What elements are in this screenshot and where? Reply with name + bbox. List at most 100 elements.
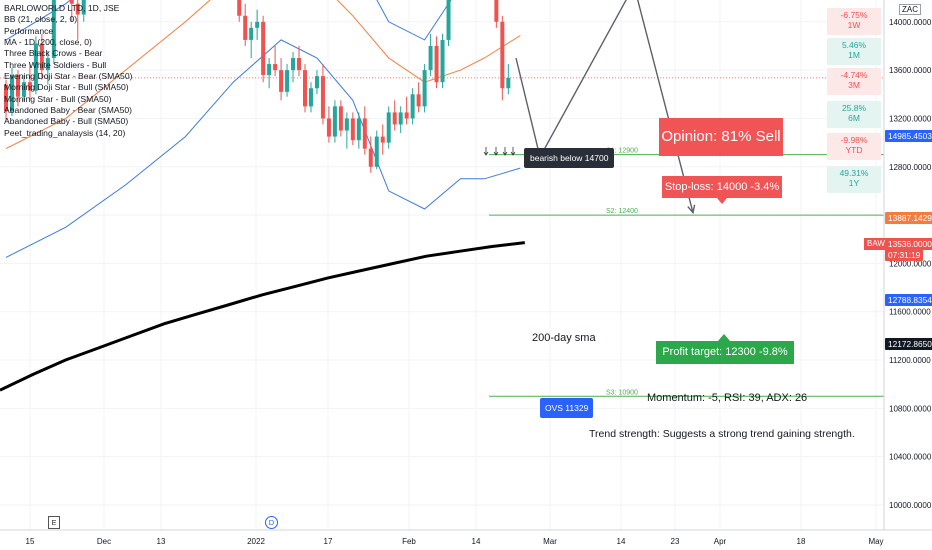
event-earnings-icon[interactable]: E xyxy=(48,516,60,529)
candle-body xyxy=(350,118,355,141)
legend-three-white-soldiers[interactable]: Three White Soldiers - Bull xyxy=(4,59,107,70)
candle xyxy=(249,21,254,59)
perf-period: 3M xyxy=(848,80,860,90)
candle xyxy=(39,33,44,80)
legend-evening-doji[interactable]: Evening Doji Star - Bear (SMA50) xyxy=(4,71,133,82)
stop-loss-pointer-icon xyxy=(717,198,727,204)
candle xyxy=(314,70,319,95)
candle xyxy=(368,136,373,173)
candle-body xyxy=(410,94,415,119)
countdown-tag: 07:31:19 xyxy=(885,249,924,261)
legend-three-black-crows[interactable]: Three Black Crows - Bear xyxy=(4,48,103,59)
sma-200-tag: 12172.8650 xyxy=(885,338,932,350)
perf-period: 6M xyxy=(848,113,860,123)
sma-200-line xyxy=(0,241,525,392)
candle xyxy=(404,96,409,125)
perf-value: -6.75% xyxy=(840,10,868,20)
upper-band-tag: 14985.4503 xyxy=(885,130,932,142)
perf-period: YTD xyxy=(845,145,863,155)
candle-body xyxy=(434,45,439,83)
candle-body xyxy=(338,106,343,131)
currency-label[interactable]: ZAC xyxy=(899,4,921,15)
perf-value: -4.74% xyxy=(840,70,868,80)
candle-body xyxy=(428,45,433,71)
candle-body xyxy=(368,148,373,167)
legend-bb[interactable]: BB (21, close, 2, 0) xyxy=(4,14,78,25)
candle xyxy=(386,106,391,149)
candle xyxy=(410,88,415,125)
time-tick-label: 14 xyxy=(472,537,481,546)
indicator-legend: BARLOWORLD LTD, 1D, JSE BB (21, close, 2… xyxy=(4,3,132,139)
price-tick-label: 10000.0000 xyxy=(889,501,932,510)
legend-ma[interactable]: MA - 1D (200, close, 0) xyxy=(4,37,92,48)
bearish-label: bearish below 14700 xyxy=(524,148,615,168)
candle xyxy=(291,52,296,83)
time-tick-label: Dec xyxy=(97,537,111,546)
level-label-s1: S1: 12900 xyxy=(606,148,638,155)
lower-band-tag: 12788.8354 xyxy=(885,294,932,306)
legend-performance[interactable]: Performance xyxy=(4,25,54,36)
sma-200-path xyxy=(0,241,525,392)
candle-body xyxy=(446,0,451,40)
candle-body xyxy=(81,0,86,15)
candle-body xyxy=(344,118,349,131)
candle xyxy=(33,36,38,95)
candle-body xyxy=(500,21,505,89)
ovs-badge: OVS 11329 xyxy=(540,398,594,418)
candlesticks xyxy=(4,0,516,173)
candle-body xyxy=(320,76,325,119)
opinion-box: Opinion: 81% Sell xyxy=(659,118,783,156)
legend-symbol[interactable]: BARLOWORLD LTD, 1D, JSE xyxy=(4,3,120,13)
candle xyxy=(45,50,50,85)
time-tick-label: 13 xyxy=(157,537,166,546)
perf-cell-1m: 5.46% 1M xyxy=(827,38,881,65)
time-tick-label: 14 xyxy=(617,537,626,546)
candle-body xyxy=(75,3,80,15)
pattern-arrow-icon xyxy=(502,147,508,156)
candle xyxy=(446,0,451,46)
candle-body xyxy=(356,118,361,141)
candle-body xyxy=(279,70,284,92)
candle xyxy=(81,0,86,22)
event-dividend-icon[interactable]: D xyxy=(265,516,278,529)
time-tick-label: 17 xyxy=(324,537,333,546)
legend-morning-doji[interactable]: Morning Doji Star - Bull (SMA50) xyxy=(4,82,129,93)
candle xyxy=(237,0,242,22)
legend-morning-star[interactable]: Morning Star - Bull (SMA50) xyxy=(4,93,112,104)
candle-body xyxy=(380,136,385,143)
candle-body xyxy=(297,58,302,71)
candle xyxy=(261,15,266,83)
candle xyxy=(75,0,80,40)
legend-abandoned-bear[interactable]: Abandoned Baby - Bear (SMA50) xyxy=(4,105,133,116)
time-tick-label: Apr xyxy=(714,537,727,546)
price-axis[interactable]: 10000.0000 10400.0000 10800.0000 11200.0000… xyxy=(883,0,932,530)
candle xyxy=(434,36,439,89)
profit-target-pointer-icon xyxy=(718,334,730,341)
candle xyxy=(338,100,343,137)
candle xyxy=(422,64,427,113)
band-basis xyxy=(5,0,521,150)
candle-body xyxy=(69,0,74,4)
candle xyxy=(320,64,325,125)
candle-body xyxy=(362,118,367,149)
stop-loss-box: Stop-loss: 14000 -3.4% xyxy=(662,176,782,198)
level-label-s3: S3: 10900 xyxy=(606,389,638,396)
candle-body xyxy=(326,118,331,137)
candle-body xyxy=(261,21,266,75)
candle xyxy=(374,130,379,170)
candle-body xyxy=(422,70,427,107)
time-tick-label: Feb xyxy=(402,537,416,546)
candle-body xyxy=(249,27,254,40)
time-axis[interactable]: 15 Dec 13 2022 17 Feb 14 Mar 14 23 Apr 18 May xyxy=(0,529,932,546)
candle-body xyxy=(416,94,421,107)
price-tick-label: 13200.0000 xyxy=(889,114,932,123)
candle xyxy=(356,112,361,149)
perf-cell-3m: -4.74% 3M xyxy=(827,68,881,95)
legend-abandoned-bull[interactable]: Abandoned Baby - Bull (SMA50) xyxy=(4,116,129,127)
candle xyxy=(398,106,403,133)
price-tick-label: 12000.0000 xyxy=(889,259,932,268)
candle-body xyxy=(308,88,313,107)
candle xyxy=(506,64,511,95)
legend-peet[interactable]: Peet_trading_analaysis (14, 20) xyxy=(4,127,126,138)
